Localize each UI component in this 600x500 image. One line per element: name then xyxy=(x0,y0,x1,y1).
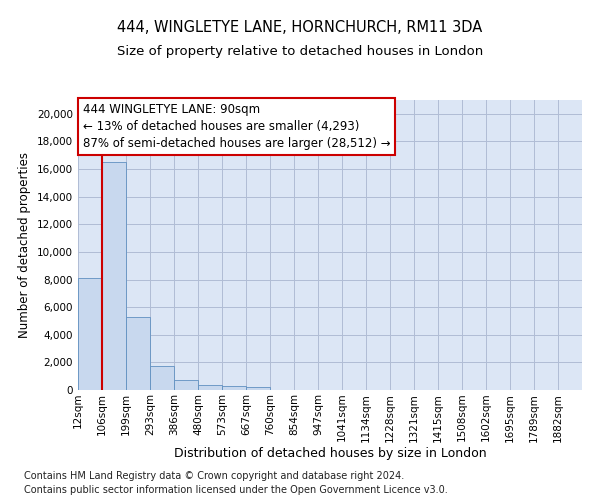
Bar xyxy=(246,387,270,390)
Bar xyxy=(78,278,102,390)
Y-axis label: Number of detached properties: Number of detached properties xyxy=(19,152,31,338)
Bar xyxy=(222,386,246,390)
Bar xyxy=(174,380,198,390)
X-axis label: Distribution of detached houses by size in London: Distribution of detached houses by size … xyxy=(173,447,487,460)
Bar xyxy=(198,385,222,390)
Text: 444 WINGLETYE LANE: 90sqm
← 13% of detached houses are smaller (4,293)
87% of se: 444 WINGLETYE LANE: 90sqm ← 13% of detac… xyxy=(83,103,391,150)
Bar xyxy=(126,317,150,390)
Bar xyxy=(150,366,174,390)
Text: Size of property relative to detached houses in London: Size of property relative to detached ho… xyxy=(117,45,483,58)
Text: 444, WINGLETYE LANE, HORNCHURCH, RM11 3DA: 444, WINGLETYE LANE, HORNCHURCH, RM11 3D… xyxy=(118,20,482,35)
Bar xyxy=(102,162,126,390)
Text: Contains HM Land Registry data © Crown copyright and database right 2024.
Contai: Contains HM Land Registry data © Crown c… xyxy=(24,471,448,495)
